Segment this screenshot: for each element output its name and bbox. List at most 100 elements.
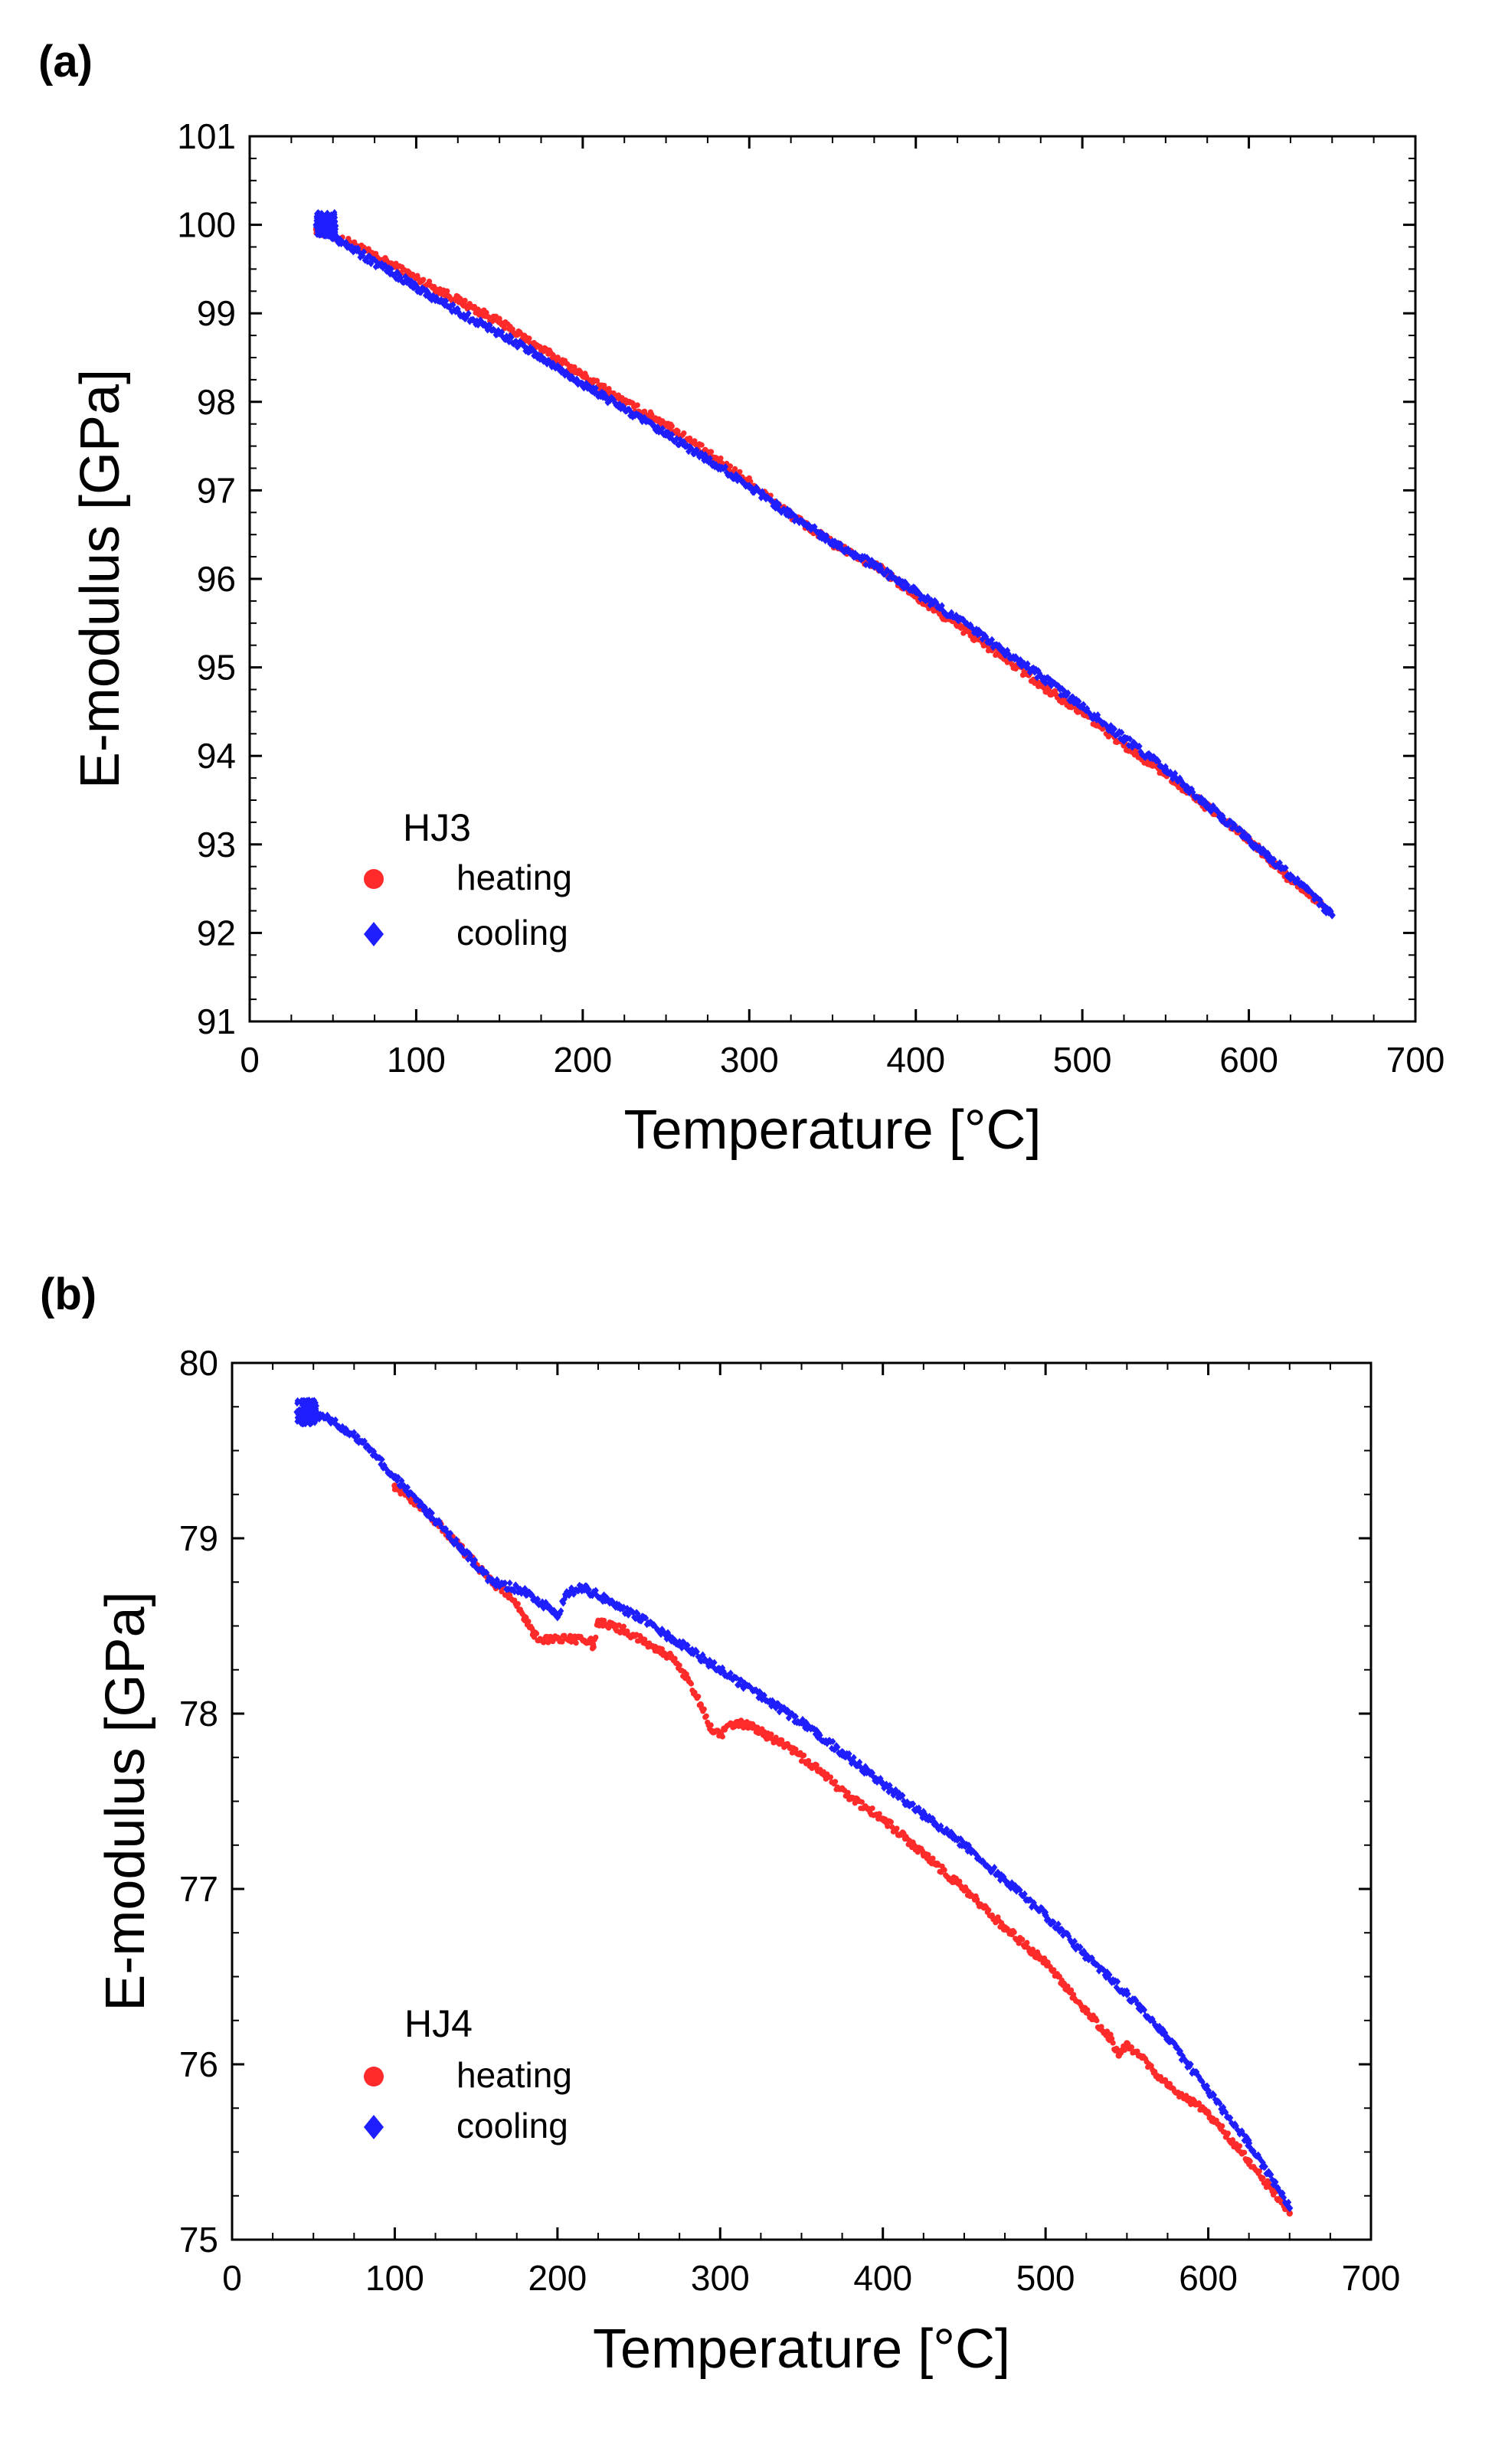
data-point-heating bbox=[420, 276, 427, 283]
legend-label-heating: heating bbox=[456, 858, 572, 897]
data-point-cooling bbox=[722, 463, 729, 471]
data-point-heating bbox=[634, 402, 640, 408]
data-point-cooling bbox=[1186, 789, 1193, 797]
data-point-cooling bbox=[1297, 879, 1304, 887]
data-point-cooling bbox=[301, 1405, 307, 1413]
data-point-cooling bbox=[319, 1411, 326, 1419]
data-point-cooling bbox=[417, 289, 424, 296]
data-point-cooling bbox=[554, 1613, 561, 1622]
data-point-cooling bbox=[960, 1838, 967, 1846]
data-point-cooling bbox=[676, 1639, 683, 1648]
data-point-cooling bbox=[1215, 813, 1222, 821]
data-point-cooling bbox=[312, 1404, 319, 1412]
data-point-cooling bbox=[805, 521, 812, 529]
data-point-cooling bbox=[371, 1447, 378, 1456]
y-tick-label: 98 bbox=[197, 382, 236, 422]
data-point-cooling bbox=[1175, 2045, 1182, 2053]
data-point-cooling bbox=[635, 411, 642, 419]
data-point-cooling bbox=[787, 511, 795, 520]
data-point-cooling bbox=[486, 1573, 492, 1581]
data-point-cooling bbox=[1286, 2204, 1294, 2213]
data-point-cooling bbox=[1291, 875, 1297, 884]
data-point-cooling bbox=[1311, 895, 1317, 904]
data-point-cooling bbox=[1293, 877, 1300, 885]
data-point-cooling bbox=[496, 328, 503, 338]
data-point-cooling bbox=[491, 326, 498, 335]
data-point-cooling bbox=[839, 544, 846, 553]
data-point-cooling bbox=[532, 348, 538, 356]
data-point-cooling bbox=[379, 263, 387, 272]
data-point-cooling bbox=[620, 404, 628, 413]
data-point-cooling bbox=[411, 1492, 418, 1500]
data-point-heating bbox=[538, 1636, 545, 1644]
data-point-heating bbox=[1256, 2168, 1262, 2175]
data-point-cooling bbox=[1141, 2006, 1148, 2014]
data-point-cooling bbox=[454, 307, 462, 316]
data-point-cooling bbox=[1113, 1983, 1120, 1992]
data-point-cooling bbox=[768, 1702, 775, 1710]
data-point-heating bbox=[668, 1654, 675, 1661]
data-point-cooling bbox=[1103, 721, 1110, 729]
data-point-cooling bbox=[438, 296, 445, 304]
data-point-cooling bbox=[388, 265, 394, 273]
data-point-cooling bbox=[1018, 662, 1025, 670]
panel-label: (a) bbox=[38, 37, 93, 87]
data-point-cooling bbox=[991, 1864, 998, 1871]
data-point-heating bbox=[684, 1675, 691, 1682]
x-tick-label: 200 bbox=[528, 2258, 587, 2298]
data-point-cooling bbox=[1258, 848, 1265, 857]
data-point-cooling bbox=[1013, 652, 1019, 661]
data-point-cooling bbox=[537, 353, 545, 362]
data-point-cooling bbox=[1090, 714, 1097, 723]
data-point-heating bbox=[579, 371, 587, 379]
data-point-heating bbox=[813, 1762, 820, 1768]
data-point-cooling bbox=[563, 368, 570, 376]
data-point-cooling bbox=[1255, 2151, 1261, 2158]
y-tick-label: 97 bbox=[197, 470, 236, 510]
data-point-cooling bbox=[541, 1601, 548, 1609]
data-point-cooling bbox=[511, 1588, 518, 1596]
data-point-cooling bbox=[909, 587, 916, 595]
data-point-cooling bbox=[521, 1587, 528, 1596]
y-tick-label: 91 bbox=[197, 1002, 236, 1041]
data-point-cooling bbox=[877, 1775, 884, 1783]
data-point-cooling bbox=[467, 1551, 474, 1560]
data-point-heating bbox=[708, 1727, 715, 1735]
data-point-cooling bbox=[967, 621, 974, 629]
data-point-cooling bbox=[391, 271, 398, 279]
data-point-cooling bbox=[1304, 884, 1310, 891]
y-tick-label: 79 bbox=[179, 1518, 218, 1558]
data-point-cooling bbox=[1117, 735, 1124, 743]
data-point-cooling bbox=[935, 602, 942, 610]
data-point-cooling bbox=[528, 1591, 535, 1599]
data-point-cooling bbox=[1245, 2139, 1253, 2148]
data-point-cooling bbox=[454, 1540, 461, 1548]
data-point-cooling bbox=[979, 636, 986, 643]
data-point-heating bbox=[1134, 2048, 1140, 2054]
data-point-cooling bbox=[326, 1414, 334, 1423]
data-point-cooling bbox=[918, 1810, 924, 1818]
data-point-cooling bbox=[780, 1704, 787, 1711]
data-point-heating bbox=[845, 1789, 851, 1796]
data-point-cooling bbox=[1149, 2015, 1156, 2023]
data-point-cooling bbox=[382, 262, 389, 270]
data-point-cooling bbox=[441, 302, 448, 309]
data-point-cooling bbox=[816, 1731, 823, 1739]
data-point-heating bbox=[885, 1823, 891, 1829]
data-point-heating bbox=[1098, 2024, 1104, 2030]
data-point-cooling bbox=[1263, 853, 1270, 861]
data-point-cooling bbox=[899, 1792, 906, 1799]
data-point-heating bbox=[559, 1639, 565, 1645]
data-point-heating bbox=[1128, 2044, 1135, 2051]
data-point-cooling bbox=[568, 373, 575, 381]
data-point-heating bbox=[1219, 2123, 1225, 2129]
data-point-cooling bbox=[861, 553, 868, 560]
data-point-cooling bbox=[592, 384, 599, 392]
data-point-cooling bbox=[478, 318, 485, 325]
data-point-cooling bbox=[378, 1456, 385, 1463]
data-point-cooling bbox=[1173, 2043, 1180, 2051]
data-point-cooling bbox=[450, 1540, 457, 1548]
data-point-cooling bbox=[830, 542, 837, 550]
data-point-cooling bbox=[882, 568, 889, 577]
data-point-heating bbox=[676, 1662, 682, 1668]
